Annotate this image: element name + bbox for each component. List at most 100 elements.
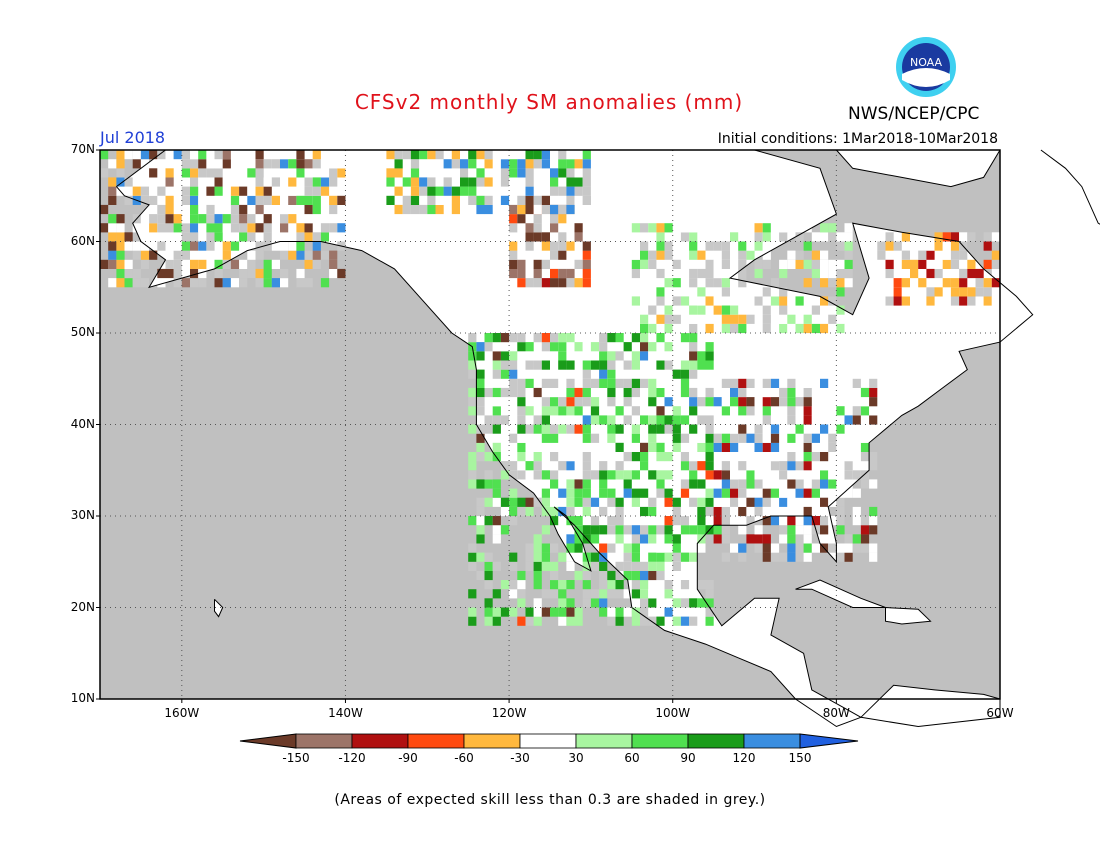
anomaly-cell-113 (517, 598, 526, 608)
anomaly-cell-512 (680, 378, 690, 388)
low-skill-cell-1227 (779, 387, 788, 398)
anomaly-cell-536 (697, 598, 706, 608)
noaa-logo: NOAA (896, 37, 956, 97)
anomaly-cell-1044 (885, 241, 894, 251)
low-skill-cell-596 (533, 223, 542, 233)
low-skill-cell-646 (402, 195, 411, 205)
low-skill-cell-816 (157, 204, 166, 215)
low-skill-cell-1286 (811, 452, 820, 462)
anomaly-cell-974 (288, 214, 297, 224)
anomaly-cell-985 (296, 223, 305, 233)
anomaly-cell-1171 (746, 461, 755, 471)
anomaly-cell-497 (672, 342, 681, 352)
anomaly-cell-1249 (795, 525, 804, 535)
anomaly-cell-1433 (697, 296, 706, 306)
anomaly-cell-12 (468, 406, 477, 416)
low-skill-cell-1422 (689, 323, 698, 334)
colorbar-segment-7 (687, 733, 745, 749)
low-skill-cell-1211 (770, 461, 780, 471)
low-skill-cell-49 (484, 470, 493, 480)
low-skill-cell-1045 (885, 232, 894, 242)
anomaly-cell-589 (525, 223, 534, 233)
low-skill-cell-281 (582, 369, 591, 379)
anomaly-cell-428 (648, 534, 657, 544)
low-skill-cell-566 (705, 424, 714, 434)
anomaly-cell-1378 (640, 314, 649, 324)
anomaly-cell-247 (574, 543, 583, 553)
low-skill-cell-1024 (329, 223, 338, 233)
anomaly-cell-357 (615, 442, 624, 452)
coastline-6 (214, 598, 224, 618)
anomaly-cell-1395 (656, 250, 665, 260)
anomaly-cell-753 (108, 259, 117, 269)
anomaly-cell-594 (533, 259, 542, 269)
anomaly-cell-1117 (713, 470, 722, 480)
anomaly-cell-636 (386, 195, 395, 205)
low-skill-cell-1062 (926, 287, 935, 297)
low-skill-cell-15 (468, 369, 477, 379)
low-skill-cell-404 (640, 598, 649, 608)
anomaly-cell-724 (550, 168, 559, 178)
anomaly-cell-1539 (820, 250, 829, 260)
anomaly-cell-285 (590, 598, 600, 608)
anomaly-cell-344 (607, 333, 616, 343)
anomaly-cell-970 (280, 159, 289, 169)
low-skill-cell-322 (599, 342, 608, 352)
anomaly-cell-1068 (934, 259, 943, 269)
anomaly-cell-1385 (648, 323, 657, 334)
anomaly-cell-95 (509, 589, 518, 599)
anomaly-cell-692 (476, 168, 485, 178)
anomaly-cell-846 (181, 168, 190, 178)
low-skill-cell-1521 (795, 232, 804, 242)
anomaly-cell-334 (607, 470, 616, 480)
anomaly-cell-148 (533, 607, 542, 617)
anomaly-cell-1148 (730, 397, 739, 407)
anomaly-cell-650 (410, 195, 420, 205)
anomaly-cell-1212 (770, 452, 780, 462)
anomaly-cell-1438 (705, 305, 714, 315)
anomaly-cell-1144 (730, 470, 739, 480)
anomaly-cell-652 (410, 177, 420, 187)
anomaly-cell-237 (566, 415, 575, 425)
low-skill-cell-503 (680, 516, 690, 526)
landmass-6 (214, 599, 223, 617)
low-skill-cell-25 (476, 506, 485, 517)
anomaly-cell-746 (582, 150, 591, 160)
anomaly-cell-41 (484, 598, 493, 608)
anomaly-cell-1114 (713, 506, 722, 517)
colorbar-arrow-left (239, 733, 297, 749)
anomaly-cell-359 (615, 406, 624, 416)
anomaly-cell-1239 (787, 433, 796, 443)
anomaly-cell-1107 (991, 268, 1000, 279)
low-skill-cell-213 (558, 461, 567, 471)
anomaly-cell-1321 (836, 415, 845, 425)
low-skill-cell-1226 (779, 397, 788, 407)
anomaly-cell-1542 (828, 323, 837, 334)
anomaly-cell-1170 (746, 470, 755, 480)
anomaly-cell-1424 (689, 305, 698, 315)
anomaly-cell-82 (500, 506, 510, 517)
anomaly-cell-1518 (795, 296, 804, 306)
anomaly-cell-1175 (746, 397, 755, 407)
low-skill-cell-367 (623, 552, 632, 562)
low-skill-cell-352 (615, 516, 624, 526)
anomaly-cell-1201 (762, 406, 771, 416)
low-skill-cell-934 (255, 241, 264, 251)
anomaly-cell-1261 (795, 378, 804, 388)
low-skill-cell-743 (582, 177, 591, 187)
anomaly-cell-172 (541, 497, 550, 507)
anomaly-cell-337 (607, 415, 616, 425)
low-skill-cell-483 (672, 561, 681, 571)
low-skill-cell-907 (230, 214, 240, 224)
anomaly-cell-411 (640, 506, 649, 517)
low-skill-cell-1344 (860, 543, 870, 553)
anomaly-cell-1112 (713, 525, 722, 535)
anomaly-cell-681 (460, 159, 469, 169)
map-title: CFSv2 monthly SM anomalies (mm) (354, 90, 744, 114)
anomaly-cell-666 (435, 195, 444, 205)
colorbar-tick-label: -60 (454, 751, 474, 765)
anomaly-cell-1558 (844, 323, 853, 334)
anomaly-cell-1552 (836, 287, 845, 297)
anomaly-cell-1061 (926, 296, 935, 306)
low-skill-cell-878 (206, 204, 215, 215)
